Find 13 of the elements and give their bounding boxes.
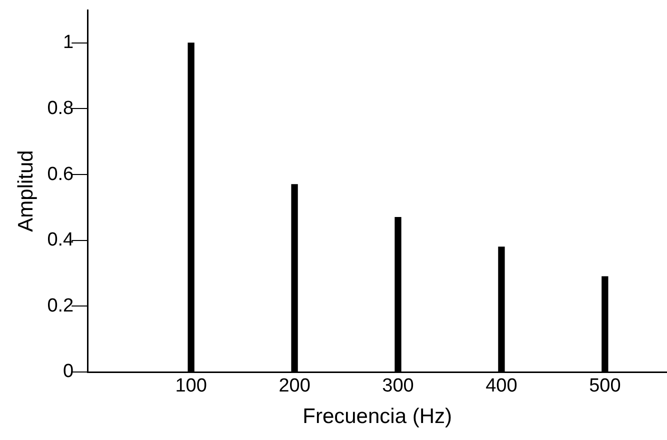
y-tick-label: 0.4 — [47, 230, 74, 251]
y-axis-title: Amplitud — [14, 150, 38, 232]
x-tick-label: 500 — [589, 376, 621, 397]
y-tick-label: 0 — [63, 361, 74, 382]
x-tick-label: 200 — [278, 376, 310, 397]
x-tick-label: 300 — [382, 376, 414, 397]
y-tick-label: 0.6 — [47, 164, 74, 185]
y-tick-label: 0.2 — [47, 295, 74, 316]
x-axis-title: Frecuencia (Hz) — [302, 405, 452, 428]
y-tick-label: 0.8 — [47, 98, 74, 119]
x-tick-label: 400 — [486, 376, 518, 397]
y-tick-label: 1 — [63, 32, 74, 54]
x-tick-label: 100 — [175, 376, 207, 397]
